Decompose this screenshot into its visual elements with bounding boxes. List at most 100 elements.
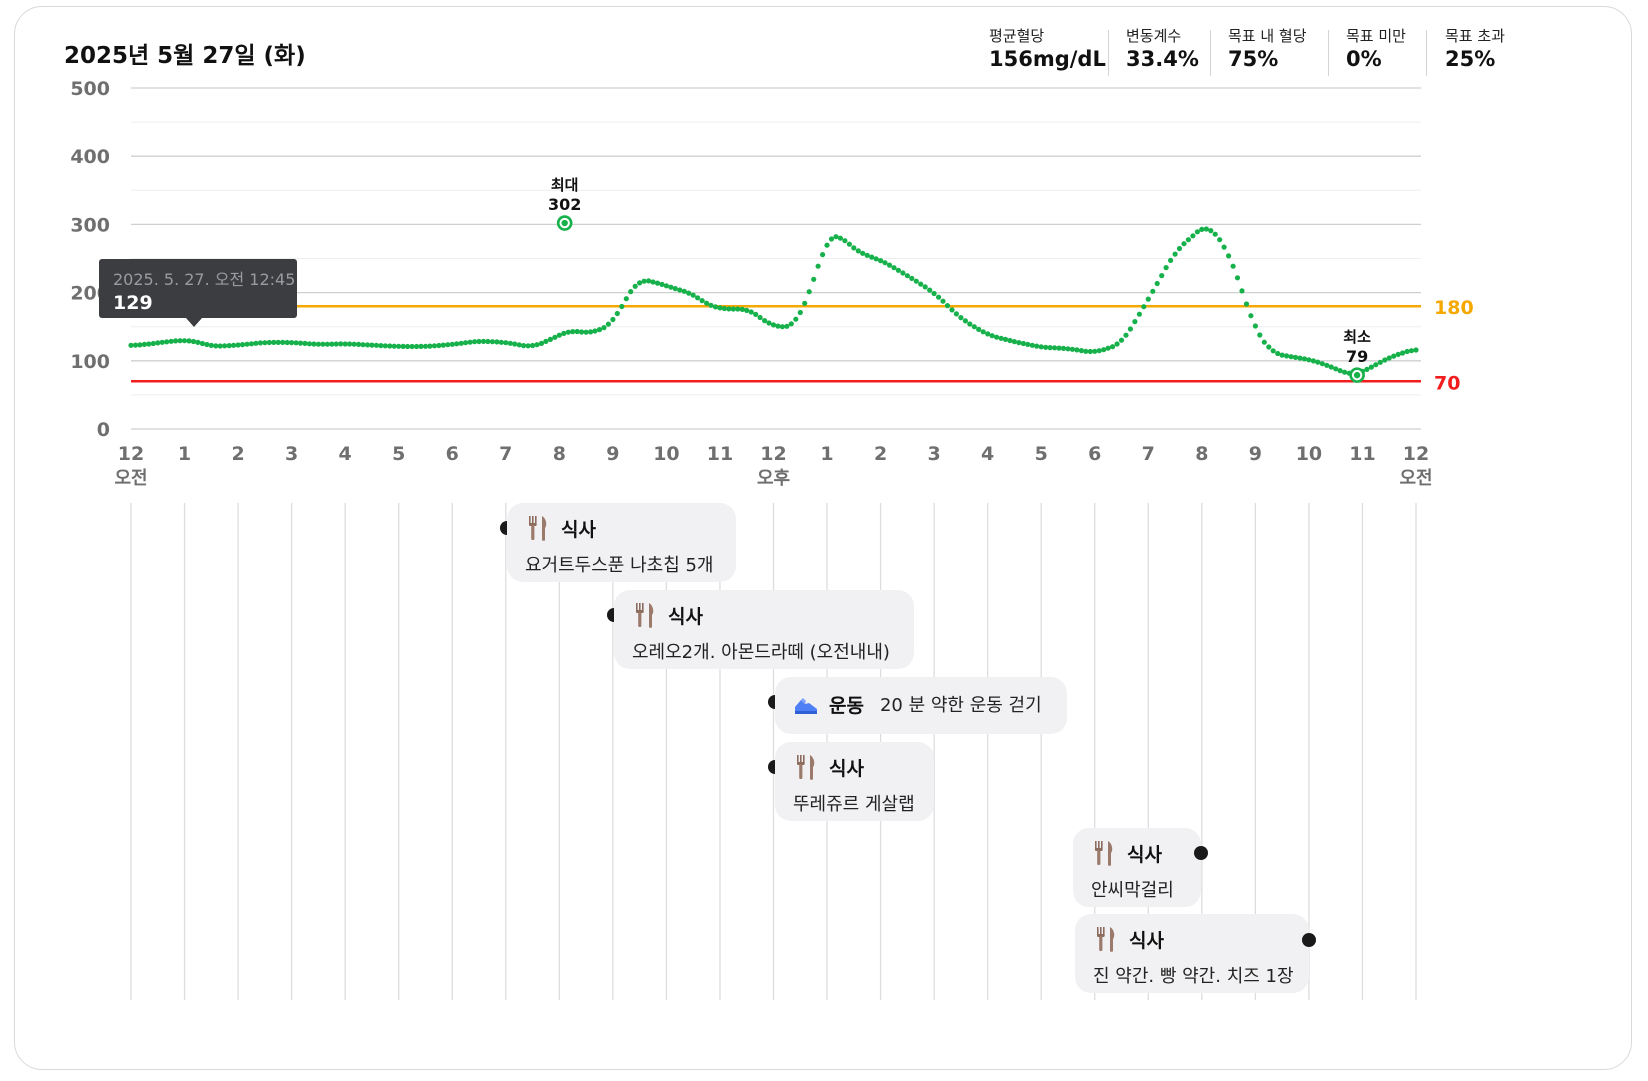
glucose-point (1060, 345, 1067, 351)
glucose-point (1172, 251, 1178, 257)
stat-below-range: 목표 미만 0% (1346, 26, 1406, 72)
x-tick-label: 7 (1142, 443, 1155, 465)
event-marker[interactable] (1302, 933, 1316, 947)
glucose-point (900, 270, 906, 276)
tooltip-value: 129 (113, 292, 153, 314)
glucose-point (570, 329, 576, 335)
stat-above-range: 목표 초과 25% (1445, 26, 1505, 72)
glucose-point (779, 324, 786, 330)
stat-divider (1108, 30, 1109, 76)
glucose-point (159, 339, 165, 345)
fork-knife-icon (636, 603, 654, 628)
glucose-point (985, 331, 991, 337)
glucose-point (677, 287, 683, 293)
glucose-point (927, 287, 933, 293)
glucose-point (1038, 344, 1044, 350)
glucose-point (592, 328, 598, 334)
x-tick-label: 11 (1349, 443, 1375, 465)
glucose-point (235, 342, 241, 348)
glucose-point (753, 311, 759, 317)
glucose-point (588, 329, 594, 335)
glucose-point (1101, 347, 1107, 353)
glucose-point (1292, 354, 1299, 360)
glucose-point (1034, 343, 1040, 349)
glucose-point (596, 327, 603, 333)
glucose-point (833, 234, 839, 240)
glucose-point (1257, 332, 1263, 338)
glucose-point (405, 343, 411, 350)
glucose-point (213, 343, 219, 349)
glucose-point (695, 295, 701, 301)
glucose-point (173, 338, 179, 344)
glucose-point (530, 342, 536, 349)
glucose-point (565, 329, 571, 335)
event-meal-card[interactable]: 식사 진 약간. 빵 약간. 치즈 1장 (1075, 914, 1309, 993)
event-exercise-card[interactable]: 운동 20 분 약한 운동 걷기 (775, 677, 1067, 734)
glucose-point (208, 342, 214, 348)
glucose-point (828, 236, 835, 242)
x-tick-label: 5 (1035, 443, 1048, 465)
glucose-point (1324, 362, 1330, 368)
x-tick-label: 8 (1195, 443, 1208, 465)
glucose-point (1065, 346, 1071, 352)
event-meal-card[interactable]: 식사 오레오2개. 아몬드라떼 (오전내내) (614, 590, 914, 669)
glucose-point (289, 340, 295, 346)
glucose-point (712, 304, 719, 310)
glucose-point (378, 343, 384, 349)
glucose-point (1176, 245, 1183, 252)
glucose-point (1364, 366, 1370, 372)
glucose-point (485, 338, 491, 345)
glucose-point (418, 343, 424, 349)
glucose-point (1083, 348, 1089, 354)
x-tick-label: 12 (118, 443, 144, 465)
glucose-point (217, 343, 223, 349)
event-marker[interactable] (1194, 846, 1208, 860)
glucose-point (922, 284, 928, 290)
glucose-point (1333, 366, 1339, 372)
glucose-point (944, 303, 951, 309)
glucose-point (1096, 348, 1102, 354)
stat-in-range: 목표 내 혈당 75% (1228, 26, 1307, 72)
glucose-point (936, 294, 942, 300)
glucose-point (552, 334, 558, 340)
x-tick-label: 2 (231, 443, 244, 465)
glucose-point (949, 307, 955, 313)
glucose-point (1203, 226, 1209, 232)
glucose-point (244, 341, 250, 347)
glucose-point (387, 343, 393, 349)
glucose-point (525, 343, 531, 349)
event-meal-card[interactable]: 식사 안씨막걸리 (1073, 828, 1201, 907)
event-meal-card[interactable]: 식사 뚜레쥬르 게살랩 (775, 742, 934, 821)
glucose-point (498, 339, 504, 345)
glucose-point (962, 318, 969, 324)
stat-label: 변동계수 (1126, 27, 1182, 45)
glucose-point (1386, 355, 1392, 361)
glucose-point (324, 341, 330, 347)
y-tick-label: 0 (97, 419, 110, 441)
sneaker-icon (795, 698, 817, 714)
glucose-point (668, 284, 674, 290)
glucose-point (521, 343, 527, 349)
glucose-point (146, 341, 152, 347)
event-meal-card[interactable]: 식사 요거트두스푼 나초칩 5개 (507, 503, 736, 582)
fork-knife-icon (1097, 927, 1115, 952)
glucose-point (445, 342, 451, 348)
glucose-point (1275, 350, 1281, 357)
stat-divider (1210, 30, 1211, 76)
event-description: 안씨막걸리 (1091, 880, 1174, 901)
glucose-point (516, 342, 522, 348)
glucose-point (1310, 358, 1316, 364)
glucose-point (226, 343, 232, 349)
glucose-point (1328, 364, 1334, 370)
y-tick-label: 500 (70, 78, 110, 100)
glucose-point (1011, 339, 1018, 345)
glucose-point (538, 340, 545, 346)
glucose-point (1154, 280, 1160, 287)
glucose-point (467, 339, 473, 345)
glucose-point (663, 283, 670, 289)
glucose-point (494, 339, 500, 345)
glucose-point (1199, 226, 1205, 232)
glucose-point (1194, 229, 1200, 235)
glucose-point (409, 343, 415, 350)
